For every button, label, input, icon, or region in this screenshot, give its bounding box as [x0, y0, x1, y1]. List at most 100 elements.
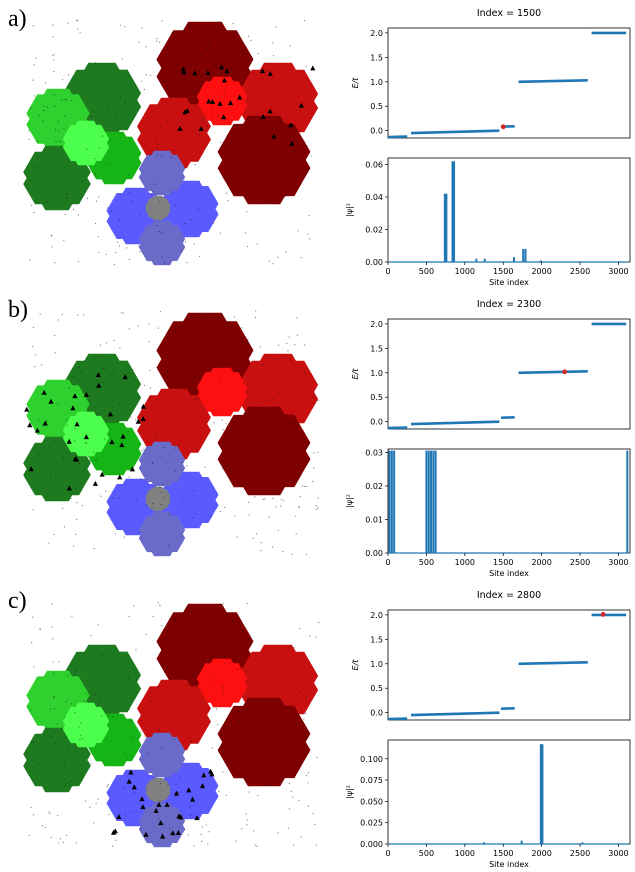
lattice-site — [302, 659, 304, 661]
y-tick-label: 0.5 — [370, 102, 383, 111]
lattice-site — [148, 323, 150, 325]
lattice-site — [246, 602, 248, 605]
lattice-site — [310, 155, 312, 157]
amplitude-marker — [140, 416, 146, 422]
lattice-site — [252, 724, 254, 726]
lattice-site — [30, 107, 32, 109]
lattice-site — [161, 231, 164, 233]
lattice-site — [235, 425, 237, 427]
lattice-site — [168, 676, 171, 678]
lattice-site — [227, 353, 229, 355]
lattice-site — [127, 430, 129, 433]
lattice-site — [77, 260, 80, 263]
lattice-site — [45, 201, 48, 203]
lattice-site — [222, 690, 225, 692]
lattice-site — [167, 370, 169, 372]
lattice-site — [217, 115, 219, 117]
lattice-site — [63, 239, 65, 241]
cluster — [62, 702, 110, 748]
lattice-site — [268, 784, 270, 786]
lattice-site — [293, 647, 295, 649]
amplitude-marker — [74, 421, 80, 427]
y-tick-label: 0.00 — [365, 258, 383, 267]
cluster — [145, 486, 171, 512]
lattice-site — [56, 403, 58, 405]
lattice-site — [248, 462, 250, 464]
lattice-site — [33, 95, 36, 97]
lattice-site — [106, 207, 109, 209]
cluster — [196, 367, 248, 417]
lattice-site — [161, 648, 164, 650]
lattice-site — [198, 350, 200, 352]
lattice-site — [115, 839, 117, 841]
cluster-core — [245, 654, 311, 712]
lattice-site — [257, 192, 259, 195]
lattice-site — [272, 42, 274, 44]
amplitude-marker — [119, 442, 125, 448]
lattice-site — [159, 127, 161, 129]
x-axis-label: Site index — [489, 860, 529, 869]
plot-area: Index = 23000.00.51.01.52.0E/t0.000.010.… — [345, 299, 631, 578]
lattice-site — [210, 516, 212, 518]
lattice-site — [271, 546, 274, 548]
lattice-site — [289, 45, 291, 47]
lattice-site — [160, 154, 162, 157]
amplitude-marker — [48, 398, 54, 404]
lattice-site — [308, 661, 311, 663]
y-tick-label: 0.0 — [370, 709, 383, 718]
lattice-site — [157, 327, 159, 329]
lattice-site — [156, 37, 158, 40]
state-marker — [600, 612, 606, 617]
lattice-site — [163, 717, 165, 720]
lattice-site — [32, 509, 34, 511]
wave-frame — [387, 448, 631, 554]
lattice-site — [219, 38, 221, 40]
lattice-site — [298, 75, 300, 77]
lattice-site — [66, 782, 68, 784]
lattice-site — [39, 313, 41, 315]
lattice-site — [248, 501, 250, 503]
lattice-site — [191, 91, 193, 93]
lattice-site — [108, 162, 110, 165]
lattice-site — [130, 736, 132, 738]
lattice-site — [120, 399, 122, 401]
lattice-site — [95, 200, 98, 202]
x-tick-label: 3000 — [608, 849, 628, 858]
lattice-site — [136, 498, 138, 500]
lattice-site — [186, 465, 188, 467]
lattice-site — [66, 424, 68, 426]
amplitude-marker — [83, 391, 89, 397]
lattice-site — [255, 310, 257, 312]
lattice-site — [231, 440, 234, 442]
lattice-site — [137, 245, 140, 247]
lattice-site — [53, 707, 56, 710]
lattice-site — [78, 366, 80, 368]
lattice-site — [253, 760, 256, 762]
lattice-site — [244, 778, 246, 780]
cluster — [62, 411, 110, 457]
lattice-site — [231, 635, 233, 637]
lattice-site — [52, 24, 54, 26]
lattice-site — [316, 756, 318, 758]
lattice-site — [32, 814, 35, 816]
lattice-site — [294, 344, 296, 346]
lattice-site — [147, 752, 149, 754]
lattice-site — [28, 138, 30, 140]
amplitude-marker — [298, 102, 304, 108]
lattice-site — [149, 397, 151, 399]
energy-plot: 0.0 0.5 1.0 1.5 2.0 E/t — [351, 27, 631, 139]
lattice-site — [85, 693, 87, 695]
lattice-site — [63, 526, 66, 528]
lattice-site — [213, 675, 215, 677]
lattice-site — [229, 661, 231, 663]
lattice-site — [177, 330, 180, 332]
lattice-site — [260, 542, 262, 544]
lattice-site — [128, 615, 130, 618]
lattice-site — [207, 843, 209, 845]
lattice-site — [67, 74, 70, 76]
lattice-site — [206, 628, 209, 631]
lattice-site — [80, 722, 82, 724]
lattice-site — [292, 422, 294, 425]
lattice-site — [225, 794, 227, 796]
y-tick-label: 0.04 — [365, 193, 383, 202]
